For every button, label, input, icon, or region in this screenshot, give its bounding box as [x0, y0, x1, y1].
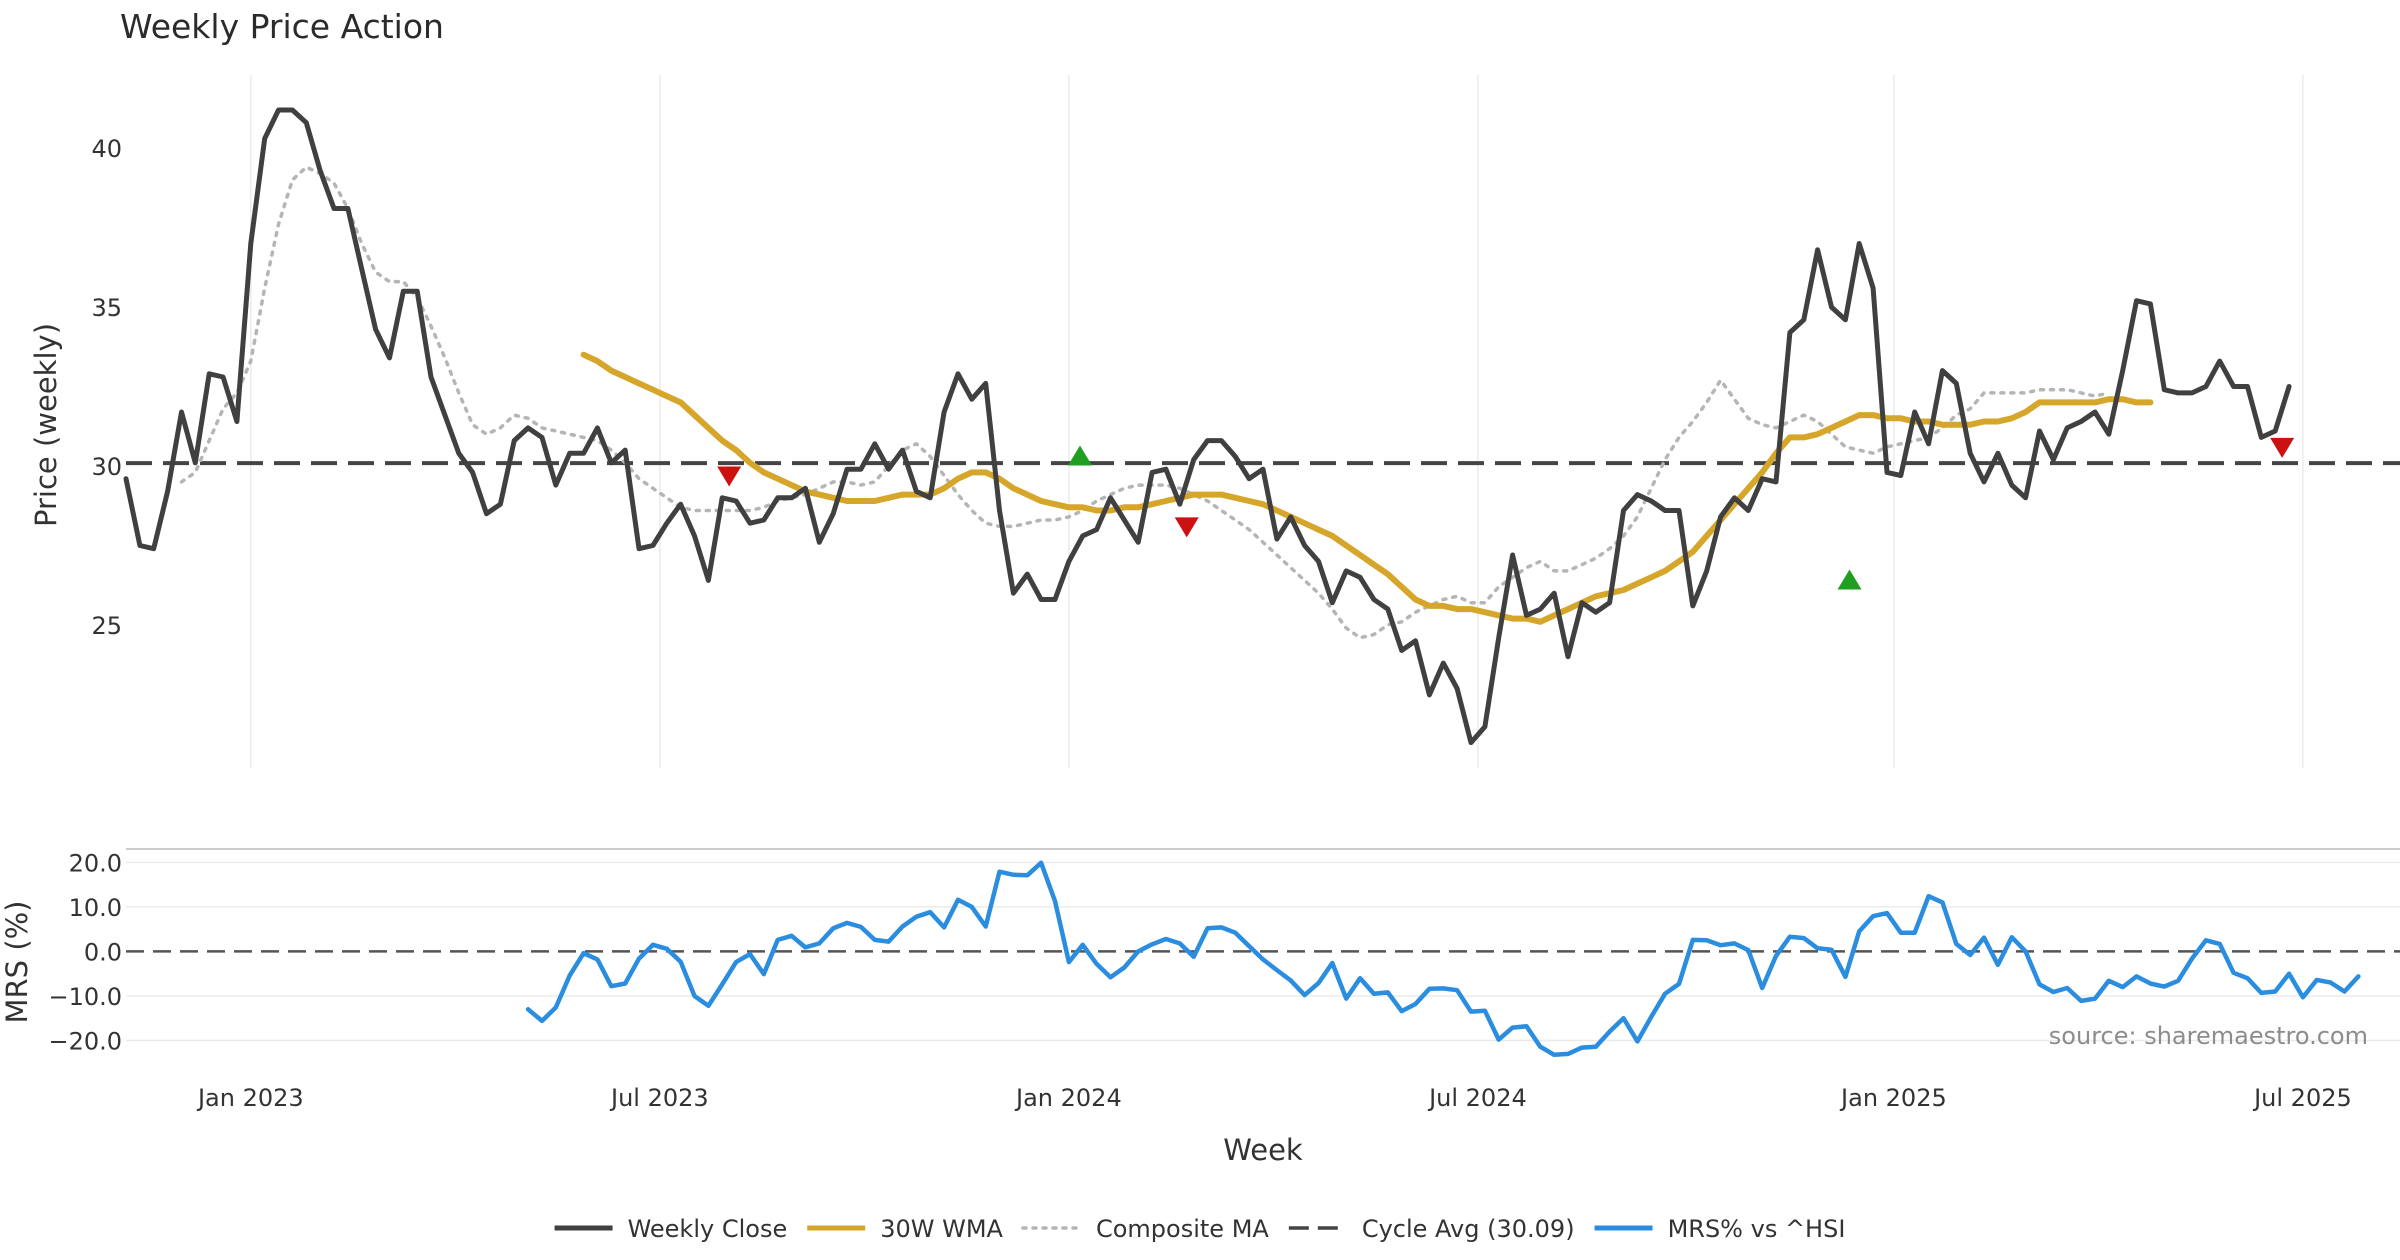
series-weekly-close [123, 107, 2292, 746]
price-y-tick-35: 35 [91, 294, 122, 322]
x-axis-label: Week [1223, 1133, 1303, 1167]
legend: Weekly Close 30W WMA Composite MA Cycle Avg… [554, 1215, 1846, 1243]
legend-item-cycle-avg-30-09: Cycle Avg (30.09) [1288, 1215, 1575, 1243]
price-y-tick-30: 30 [91, 453, 122, 481]
legend-label-mrs-vs-hsi: MRS% vs ^HSI [1668, 1215, 1846, 1243]
x-tick-jan-2023: Jan 2023 [196, 1084, 304, 1112]
sell-signal-marker-2 [1174, 517, 1199, 538]
legend-label-30w-wma: 30W WMA [880, 1215, 1003, 1243]
price-y-axis-label: Price (weekly) [29, 323, 63, 527]
legend-label-composite-ma: Composite MA [1096, 1215, 1269, 1243]
buy-signal-marker-3 [1837, 569, 1862, 590]
mrs-y-ticks: 20.0 10.0 0.0 −10.0 −20.0 [48, 849, 122, 1055]
source-label: source: sharemaestro.com [2049, 1022, 2368, 1050]
buy-signal-marker-1 [1067, 445, 1092, 466]
sell-signal-marker-0 [717, 466, 742, 487]
series-30w-wma [580, 351, 2154, 625]
series-mrs-vs-hsi [525, 860, 2361, 1058]
x-tick-jul-2025: Jul 2025 [2252, 1084, 2352, 1112]
legend-item-mrs-vs-hsi: MRS% vs ^HSI [1594, 1215, 1846, 1243]
mrs-y-tick-2: 0.0 [84, 938, 122, 966]
x-tick-jan-2025: Jan 2025 [1839, 1084, 1947, 1112]
sell-signal-marker-4 [2270, 437, 2295, 458]
signal-markers [717, 437, 2295, 590]
legend-label-weekly-close: Weekly Close [628, 1215, 788, 1243]
price-y-tick-40: 40 [91, 135, 122, 163]
price-y-tick-25: 25 [91, 612, 122, 640]
mrs-y-tick-1: 10.0 [69, 894, 122, 922]
mrs-y-tick-0: 20.0 [69, 849, 122, 877]
mrs-y-tick-4: −20.0 [48, 1028, 122, 1056]
price-gridlines [250, 75, 2304, 768]
mrs-y-axis-label: MRS (%) [0, 901, 34, 1024]
x-tick-jul-2023: Jul 2023 [609, 1084, 709, 1112]
price-series-layer [123, 107, 2400, 746]
price-y-ticks: 25 30 35 40 [91, 135, 122, 640]
legend-item-weekly-close: Weekly Close [554, 1215, 788, 1243]
legend-item-30w-wma: 30W WMA [807, 1215, 1004, 1243]
mrs-series-layer [126, 860, 2400, 1058]
x-tick-jul-2024: Jul 2024 [1427, 1084, 1527, 1112]
mrs-y-tick-3: −10.0 [48, 983, 122, 1011]
legend-item-composite-ma: Composite MA [1021, 1215, 1269, 1243]
series-composite-ma [179, 165, 2111, 640]
legend-label-cycle-avg-30-09: Cycle Avg (30.09) [1362, 1215, 1575, 1243]
mrs-gridlines [126, 861, 2400, 1042]
x-ticks: Jan 2023 Jul 2023 Jan 2024 Jul 2024 Jan 2025… [196, 1084, 2352, 1112]
x-tick-jan-2024: Jan 2024 [1014, 1084, 1122, 1112]
chart-title: Weekly Price Action [120, 7, 444, 46]
